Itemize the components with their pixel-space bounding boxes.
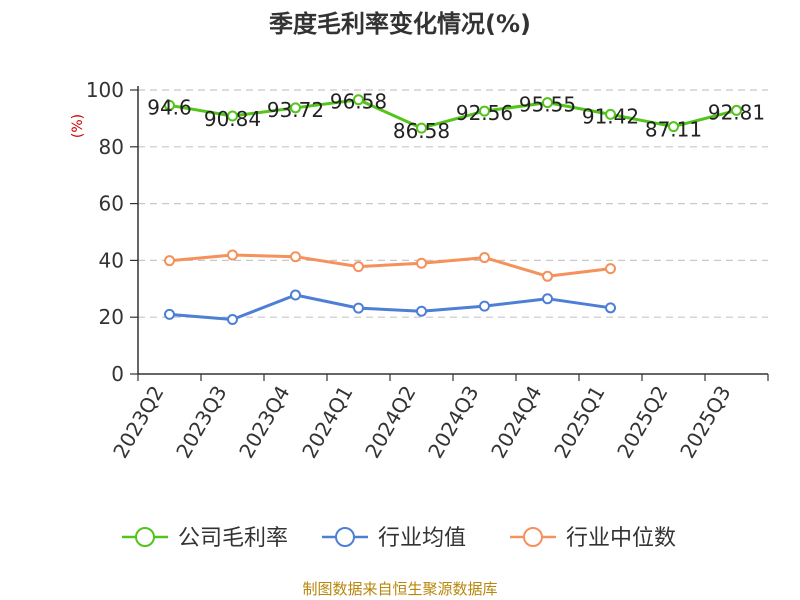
series-2-point-2024Q1: [353, 261, 364, 273]
x-tick-label-2025Q1: 2025Q1: [549, 382, 609, 463]
legend-marker-1: [335, 527, 355, 547]
series-0-point-2024Q1: [353, 94, 364, 106]
data-label-2024Q1: 96.58: [330, 90, 387, 114]
x-tick-labels: 2023Q2 2023Q3 2023Q4 2024Q1 2024Q2 2024Q3 2024…: [108, 382, 735, 463]
series-2-point-2024Q4: [542, 270, 553, 282]
y-tick-label-100: 100: [86, 78, 124, 102]
x-tick-label-2025Q3: 2025Q3: [675, 382, 735, 463]
y-tick-label-60: 60: [99, 192, 124, 216]
series-0-point-2023Q3: [227, 110, 238, 122]
y-tick-label-80: 80: [99, 135, 124, 159]
legend-marker-2: [523, 527, 543, 547]
series-2-point-2023Q2: [164, 255, 175, 267]
axes: [130, 86, 769, 381]
series-0-point-2023Q4: [290, 102, 301, 114]
series-0-point-2025Q3: [731, 104, 742, 116]
series-0-point-2025Q1: [605, 108, 616, 120]
data-label-2023Q3: 90.84: [204, 107, 261, 131]
series-1-point-2025Q1: [605, 302, 616, 314]
x-tick-label-2024Q3: 2024Q3: [423, 382, 483, 463]
series-2-point-2023Q4: [290, 251, 301, 263]
series-1-point-2024Q1: [353, 302, 364, 314]
x-tick-label-2023Q4: 2023Q4: [234, 382, 294, 463]
series-0-point-2024Q2: [416, 122, 427, 134]
series-line-1: [168, 293, 612, 321]
legend-label-2: 行业中位数: [566, 526, 676, 551]
y-tick-label-20: 20: [99, 305, 124, 329]
x-tick-label-2025Q2: 2025Q2: [612, 382, 672, 463]
data-label-2025Q1: 91.42: [582, 104, 639, 128]
y-tick-label-0: 0: [111, 362, 124, 386]
data-label-2024Q3: 92.56: [456, 101, 513, 125]
y-tick-labels: 0 20 40 60 80 100: [86, 78, 124, 386]
data-label-2024Q2: 86.58: [393, 119, 450, 143]
series-2-point-2025Q1: [605, 263, 616, 275]
x-tick-label-2024Q4: 2024Q4: [486, 382, 546, 463]
x-tick-label-2023Q3: 2023Q3: [171, 382, 231, 463]
series-0-point-2025Q2: [668, 121, 679, 133]
data-label-2023Q2: 94.6: [147, 95, 192, 119]
legend: 公司毛利率 行业均值 行业中位数: [122, 526, 676, 551]
series-1-point-2023Q2: [164, 308, 175, 320]
series-line-2: [168, 253, 612, 278]
y-axis-unit-label: (%): [70, 114, 86, 138]
series-0-point-2024Q3: [479, 105, 490, 117]
x-tick-label-2024Q2: 2024Q2: [360, 382, 420, 463]
data-label-2025Q2: 87.11: [645, 118, 702, 142]
series-1-point-2024Q4: [542, 293, 553, 305]
series-1-point-2023Q4: [290, 289, 301, 301]
series-1-point-2023Q3: [227, 313, 238, 325]
x-tick-label-2024Q1: 2024Q1: [297, 382, 357, 463]
legend-marker-0: [135, 527, 155, 547]
series-lines: [164, 94, 742, 325]
series-0-point-2024Q4: [542, 97, 553, 109]
series-2-point-2024Q3: [479, 252, 490, 264]
series-1-point-2024Q2: [416, 305, 427, 317]
data-label-2025Q3: 92.81: [708, 100, 765, 124]
data-label-2024Q4: 95.55: [519, 93, 576, 117]
x-tick-label-2023Q2: 2023Q2: [108, 382, 168, 463]
series-0-point-2023Q2: [164, 99, 175, 111]
series-2-point-2024Q2: [416, 257, 427, 269]
data-label-2023Q4: 93.72: [267, 98, 324, 122]
legend-label-1: 行业均值: [378, 526, 466, 551]
series-line-0: [168, 98, 738, 130]
series-2-point-2023Q3: [227, 249, 238, 261]
legend-label-0: 公司毛利率: [178, 526, 288, 551]
y-tick-label-40: 40: [99, 248, 124, 272]
source-note: 制图数据来自恒生聚源数据库: [302, 580, 497, 598]
chart-title: 季度毛利率变化情况(%): [269, 10, 531, 38]
series-1-point-2024Q3: [479, 300, 490, 312]
